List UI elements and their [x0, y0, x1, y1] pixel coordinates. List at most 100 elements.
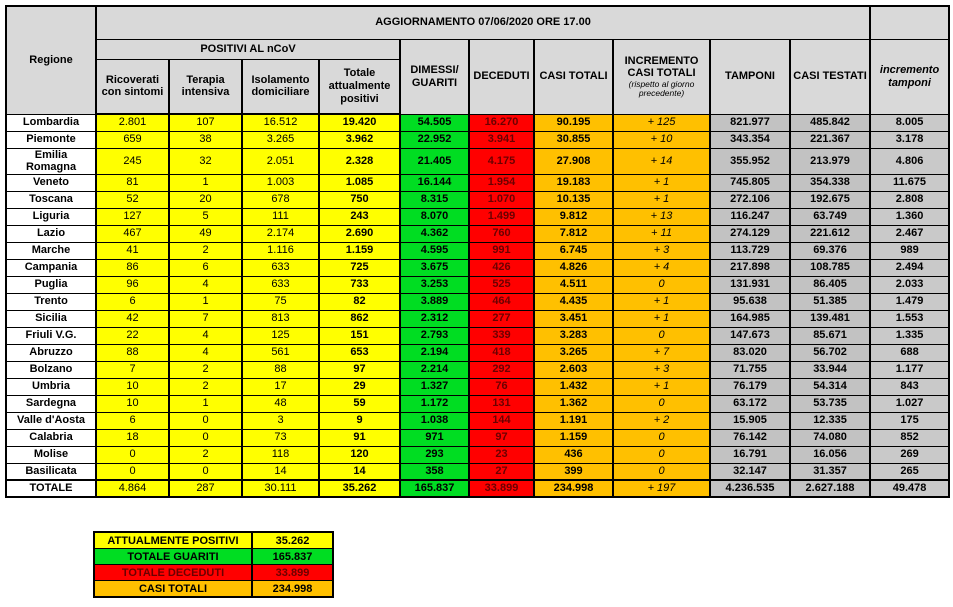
legend-label: TOTALE GUARITI	[93, 548, 253, 565]
casi-testati-cell: 192.675	[788, 190, 872, 209]
deceduti-cell: 76	[468, 377, 535, 396]
dimessi-guariti-cell: 4.595	[399, 241, 470, 260]
dimessi-guariti-cell: 2.194	[399, 343, 470, 362]
deceduti-cell: 4.175	[468, 147, 535, 175]
column-header-isolamento: Isolamento domiciliare	[241, 58, 320, 115]
incremento-casi-cell: 0	[612, 394, 711, 413]
ricoverati-cell: 41	[95, 241, 170, 260]
casi-testati-cell: 221.612	[788, 224, 872, 243]
casi-totali-cell: 1.432	[533, 377, 614, 396]
totale-positivi-cell: 91	[318, 428, 401, 447]
terapia-intensiva-cell: 49	[168, 224, 243, 243]
terapia-intensiva-cell: 20	[168, 190, 243, 209]
totale-positivi-cell: 2.328	[318, 147, 401, 175]
table-row: Bolzano 7 2 88 97 2.214 292 2.603 + 3 71.755 33.94…	[5, 360, 951, 379]
terapia-intensiva-cell: 32	[168, 147, 243, 175]
column-header-incremento-tamponi: incremento tamponi	[869, 38, 951, 115]
casi-testati-cell: 69.376	[788, 241, 872, 260]
corner-cell	[869, 5, 951, 40]
casi-testati-cell: 85.671	[788, 326, 872, 345]
table-row: Molise 0 2 118 120 293 23 436 0 16.791 16.056 269	[5, 445, 951, 464]
incremento-casi-cell: + 4	[612, 258, 711, 277]
deceduti-cell: 1.070	[468, 190, 535, 209]
dimessi-guariti-cell: 1.172	[399, 394, 470, 413]
isolamento-cell: 118	[241, 445, 320, 464]
casi-totali-cell: 3.283	[533, 326, 614, 345]
table-row: Valle d'Aosta 6 0 3 9 1.038 144 1.191 + 2 15.905 1…	[5, 411, 951, 430]
table-row: Abruzzo 88 4 561 653 2.194 418 3.265 + 7 83.020 56…	[5, 343, 951, 362]
casi-totali-cell: 4.435	[533, 292, 614, 311]
casi-totali-cell: 6.745	[533, 241, 614, 260]
dimessi-guariti-cell: 2.793	[399, 326, 470, 345]
incremento-tamponi-cell: 2.494	[869, 258, 951, 277]
isolamento-cell: 561	[241, 343, 320, 362]
table-row: Trento 6 1 75 82 3.889 464 4.435 + 1 95.638 51.385…	[5, 292, 951, 311]
column-header-casi-totali: CASI TOTALI	[533, 38, 614, 115]
totale-positivi-cell: 2.690	[318, 224, 401, 243]
isolamento-cell: 1.003	[241, 173, 320, 192]
dimessi-guariti-cell: 54.505	[399, 113, 470, 132]
region-name: Liguria	[5, 207, 97, 226]
terapia-intensiva-cell: 4	[168, 275, 243, 294]
tamponi-cell: 76.142	[709, 428, 791, 447]
casi-testati-cell: 221.367	[788, 130, 872, 149]
tamponi-cell: 95.638	[709, 292, 791, 311]
dimessi-guariti-cell: 4.362	[399, 224, 470, 243]
tamponi-cell: 821.977	[709, 113, 791, 132]
region-name: Valle d'Aosta	[5, 411, 97, 430]
dimessi-guariti-cell: 3.675	[399, 258, 470, 277]
isolamento-cell: 2.051	[241, 147, 320, 175]
terapia-intensiva-cell: 0	[168, 428, 243, 447]
totale-positivi-cell: 243	[318, 207, 401, 226]
incremento-casi-cell: 0	[612, 275, 711, 294]
tamponi-cell: 116.247	[709, 207, 791, 226]
casi-testati-cell: 53.735	[788, 394, 872, 413]
totale-positivi-cell: 9	[318, 411, 401, 430]
region-name: Abruzzo	[5, 343, 97, 362]
tamponi-cell: 32.147	[709, 462, 791, 481]
incremento-casi-cell: 0	[612, 326, 711, 345]
casi-totali-cell: 27.908	[533, 147, 614, 175]
incremento-tamponi-cell: 2.467	[869, 224, 951, 243]
dimessi-guariti-cell: 358	[399, 462, 470, 481]
incremento-tamponi-cell: 4.806	[869, 147, 951, 175]
incremento-casi-cell: + 13	[612, 207, 711, 226]
isolamento-cell: 2.174	[241, 224, 320, 243]
column-header-ricoverati: Ricoverati con sintomi	[95, 58, 170, 115]
table-row: Umbria 10 2 17 29 1.327 76 1.432 + 1 76.179 54.314…	[5, 377, 951, 396]
tamponi-cell: 113.729	[709, 241, 791, 260]
ricoverati-cell: 81	[95, 173, 170, 192]
totale-positivi-cell: 653	[318, 343, 401, 362]
terapia-intensiva-cell: 2	[168, 241, 243, 260]
table-row: Lombardia 2.801 107 16.512 19.420 54.505 16.27…	[5, 113, 951, 132]
casi-testati-cell: 12.335	[788, 411, 872, 430]
totale-positivi-cell: 733	[318, 275, 401, 294]
casi-totali-cell: 3.451	[533, 309, 614, 328]
region-name: Sicilia	[5, 309, 97, 328]
summary-legend: ATTUALMENTE POSITIVI 35.262 TOTALE GUARI…	[93, 531, 334, 598]
table-row: Sicilia 42 7 813 862 2.312 277 3.451 + 1 164.985 1…	[5, 309, 951, 328]
incremento-casi-cell: + 197	[612, 479, 711, 498]
totale-positivi-cell: 120	[318, 445, 401, 464]
terapia-intensiva-cell: 2	[168, 360, 243, 379]
column-header-deceduti: DECEDUTI	[468, 38, 535, 115]
dimessi-guariti-cell: 2.214	[399, 360, 470, 379]
isolamento-cell: 1.116	[241, 241, 320, 260]
table-row: Toscana 52 20 678 750 8.315 1.070 10.135 + 1 272.…	[5, 190, 951, 209]
deceduti-cell: 97	[468, 428, 535, 447]
isolamento-cell: 111	[241, 207, 320, 226]
isolamento-cell: 16.512	[241, 113, 320, 132]
incremento-casi-cell: + 2	[612, 411, 711, 430]
incremento-tamponi-cell: 8.005	[869, 113, 951, 132]
deceduti-cell: 16.270	[468, 113, 535, 132]
incremento-casi-cell: 0	[612, 462, 711, 481]
ricoverati-cell: 7	[95, 360, 170, 379]
isolamento-cell: 30.111	[241, 479, 320, 498]
deceduti-cell: 339	[468, 326, 535, 345]
table-row: Piemonte 659 38 3.265 3.962 22.952 3.941 30.855…	[5, 130, 951, 149]
terapia-intensiva-cell: 287	[168, 479, 243, 498]
isolamento-cell: 14	[241, 462, 320, 481]
table-title: AGGIORNAMENTO 07/06/2020 ORE 17.00	[94, 5, 872, 40]
